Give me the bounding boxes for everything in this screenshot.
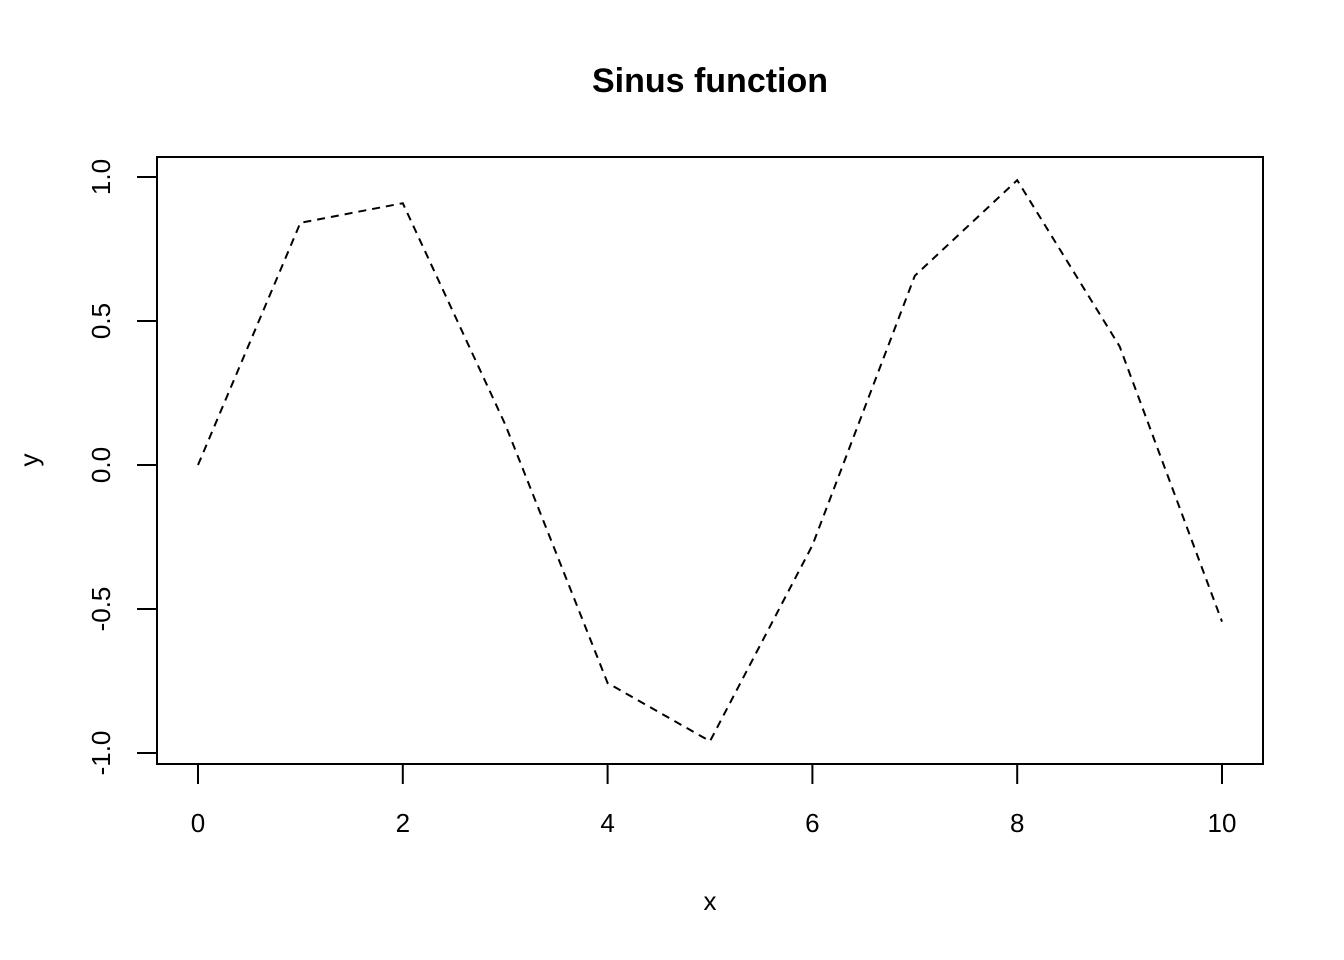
y-axis: -1.0 -0.5 0.0 0.5 1.0: [86, 159, 158, 776]
y-tick-label: 0.5: [86, 303, 116, 339]
series-line: [197, 178, 1223, 743]
y-tick-label: 1.0: [86, 159, 116, 195]
plot-box: [156, 156, 1264, 765]
x-tick-label: 2: [396, 808, 410, 838]
x-tick-label: 0: [191, 808, 205, 838]
y-tick-label: 0.0: [86, 447, 116, 483]
y-tick-label: -0.5: [86, 587, 116, 632]
series-layer: [197, 178, 1223, 743]
chart-title: Sinus function: [592, 62, 828, 100]
x-tick-label: 4: [600, 808, 614, 838]
x-axis-label: x: [704, 886, 717, 916]
x-tick-label: 6: [805, 808, 819, 838]
y-axis-label: y: [14, 454, 44, 467]
x-axis: 0 2 4 6 8 10: [191, 763, 1237, 838]
y-tick-label: -1.0: [86, 731, 116, 776]
x-tick-label: 10: [1208, 808, 1237, 838]
x-tick-label: 8: [1010, 808, 1024, 838]
